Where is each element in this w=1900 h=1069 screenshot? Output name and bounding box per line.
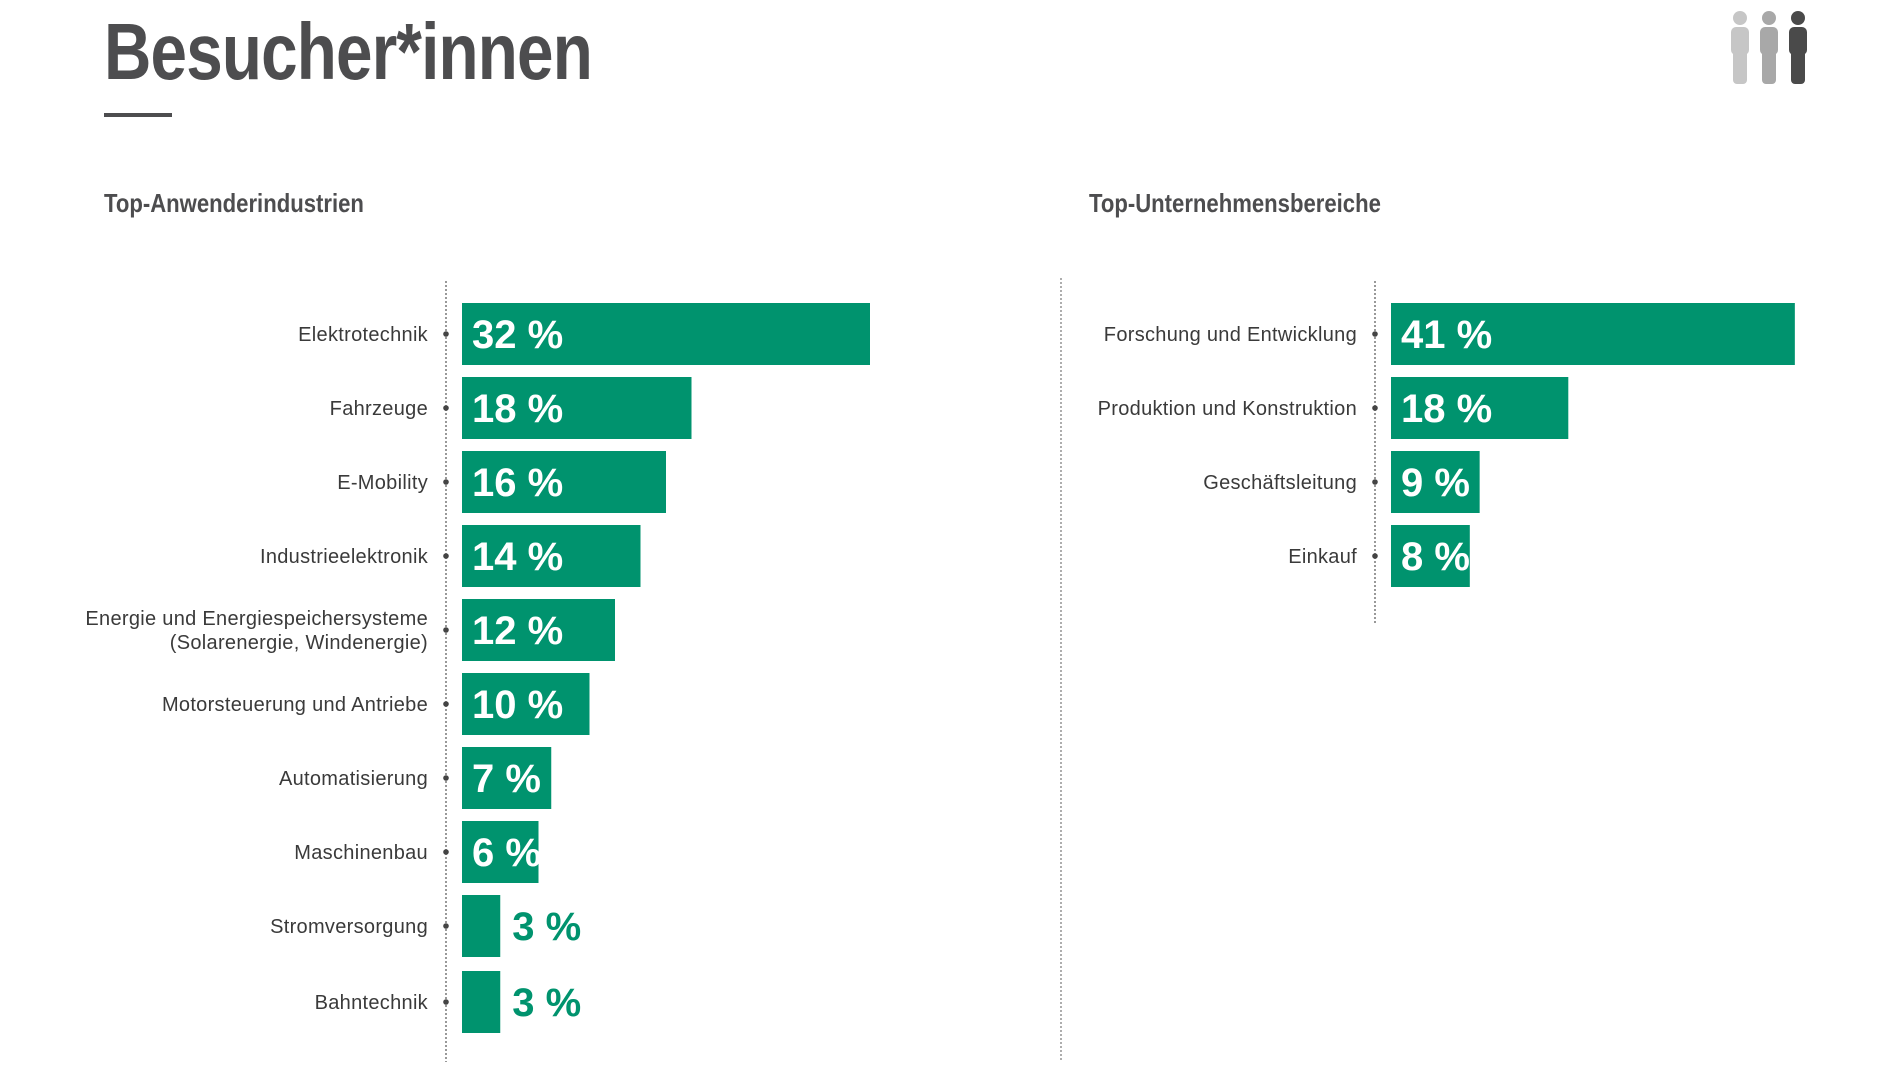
tick-dot [443, 999, 449, 1005]
chart-anwenderindustrien: Elektrotechnik 32 % Fahrzeuge 18 % E-Mobilit… [85, 281, 870, 1062]
bar-industrie-maschinenbau [462, 821, 539, 883]
value-label-industrie-automatisierung: 7 % [472, 757, 541, 801]
chart-title-unternehmensbereiche: Top-Unternehmensbereiche [1089, 188, 1381, 218]
bar-industrie-fahrzeuge [462, 377, 692, 439]
bar-industrie-automatisierung [462, 747, 552, 809]
tick-dot [443, 331, 449, 337]
value-label-industrie-energie-und-energiespeichersysteme: 12 % [472, 609, 563, 653]
tick-dot [443, 849, 449, 855]
category-label-industrie-automatisierung: Automatisierung [279, 768, 428, 790]
category-label-bereich-forschung-und-entwicklung: Forschung und Entwicklung [1104, 324, 1357, 346]
tick-dot [1372, 405, 1378, 411]
bar-industrie-energie-und-energiespeichersysteme [462, 599, 615, 661]
category-label-industrie-bahntechnik: Bahntechnik [315, 992, 429, 1014]
people-icon [1731, 11, 1807, 84]
person-mid-icon [1760, 11, 1778, 84]
category-label-line: Energie und Energiespeichersysteme [85, 608, 428, 630]
category-label-bereich-einkauf: Einkauf [1288, 546, 1357, 568]
bar-bereich-produktion-und-konstruktion [1391, 377, 1569, 439]
value-label-bereich-geschäftsleitung: 9 % [1401, 461, 1470, 505]
bar-industrie-motorsteuerung-und-antriebe [462, 673, 590, 735]
value-label-industrie-maschinenbau: 6 % [472, 831, 541, 875]
category-label-industrie-energie-und-energiespeichersysteme: Energie und Energiespeichersysteme (Solar… [85, 608, 428, 654]
category-label-industrie-fahrzeuge: Fahrzeuge [330, 398, 428, 420]
category-label-industrie-elektrotechnik: Elektrotechnik [298, 324, 429, 346]
bar-industrie-bahntechnik [462, 971, 501, 1033]
tick-dot [443, 553, 449, 559]
tick-dot [1372, 331, 1378, 337]
bar-bereich-forschung-und-entwicklung [1391, 303, 1795, 365]
value-label-bereich-produktion-und-konstruktion: 18 % [1401, 387, 1492, 431]
tick-dot [443, 923, 449, 929]
title-underline [104, 113, 172, 117]
bar-industrie-elektrotechnik [462, 303, 870, 365]
tick-dot [443, 405, 449, 411]
tick-dot [443, 627, 449, 633]
value-label-industrie-elektrotechnik: 32 % [472, 313, 563, 357]
bar-bereich-einkauf [1391, 525, 1470, 587]
category-label-bereich-geschäftsleitung: Geschäftsleitung [1203, 472, 1357, 494]
value-label-industrie-bahntechnik: 3 % [512, 981, 581, 1025]
page-title: Besucher*innen [104, 7, 593, 96]
tick-dot [1372, 553, 1378, 559]
value-label-industrie-motorsteuerung-und-antriebe: 10 % [472, 683, 563, 727]
chart-title-anwenderindustrien: Top-Anwenderindustrien [104, 188, 364, 218]
tick-dot [443, 701, 449, 707]
category-label-line: (Solarenergie, Windenergie) [170, 632, 428, 654]
tick-dot [443, 775, 449, 781]
category-label-industrie-motorsteuerung-und-antriebe: Motorsteuerung und Antriebe [162, 694, 428, 716]
person-dark-icon [1789, 11, 1807, 84]
bar-bereich-geschäftsleitung [1391, 451, 1480, 513]
bar-industrie-stromversorgung [462, 895, 501, 957]
chart-unternehmensbereiche: Forschung und Entwicklung 41 % Produktion … [1098, 281, 1795, 625]
tick-dot [1372, 479, 1378, 485]
category-label-industrie-stromversorgung: Stromversorgung [270, 916, 428, 938]
value-label-industrie-fahrzeuge: 18 % [472, 387, 563, 431]
person-light-icon [1731, 11, 1749, 84]
value-label-industrie-industrieelektronik: 14 % [472, 535, 563, 579]
value-label-bereich-einkauf: 8 % [1401, 535, 1470, 579]
category-label-industrie-e-mobility: E-Mobility [337, 472, 428, 494]
tick-dot [443, 479, 449, 485]
value-label-industrie-stromversorgung: 3 % [512, 905, 581, 949]
bar-industrie-e-mobility [462, 451, 666, 513]
category-label-industrie-maschinenbau: Maschinenbau [294, 842, 428, 864]
category-label-industrie-industrieelektronik: Industrieelektronik [260, 546, 429, 568]
value-label-industrie-e-mobility: 16 % [472, 461, 563, 505]
category-label-bereich-produktion-und-konstruktion: Produktion und Konstruktion [1098, 398, 1357, 420]
bar-industrie-industrieelektronik [462, 525, 641, 587]
value-label-bereich-forschung-und-entwicklung: 41 % [1401, 313, 1492, 357]
